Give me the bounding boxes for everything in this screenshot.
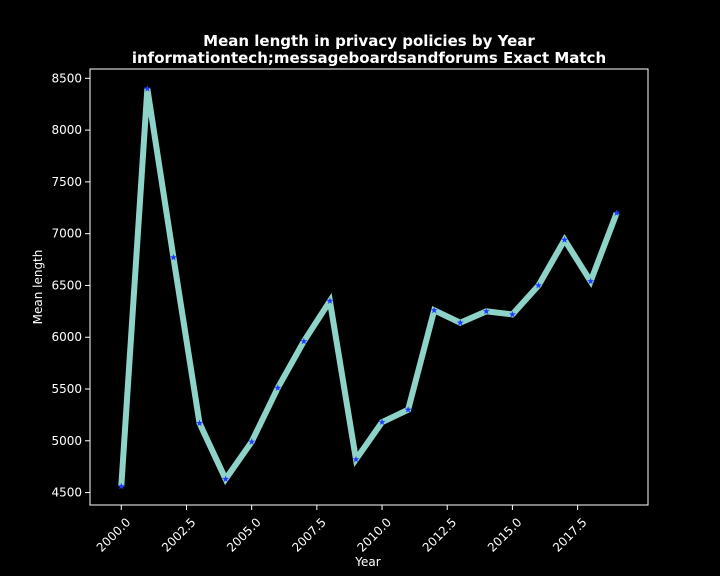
data-point-star <box>430 306 438 314</box>
data-point-star <box>143 85 151 92</box>
y-tick-label: 7000 <box>51 227 82 241</box>
data-point-star <box>300 337 308 345</box>
plot-frame <box>89 68 649 506</box>
data-point-star <box>535 281 542 289</box>
data-point-star <box>326 297 334 304</box>
data-point-star <box>274 384 282 391</box>
y-tick-label: 8000 <box>51 123 82 137</box>
data-point-star <box>378 418 386 426</box>
data-point-star <box>482 307 490 315</box>
data-point-star <box>508 310 516 318</box>
series-line <box>118 88 620 487</box>
data-point-star <box>561 236 568 243</box>
y-tick-label: 5500 <box>51 382 82 396</box>
x-axis-label: Year <box>354 555 380 569</box>
y-tick-label: 6500 <box>51 278 82 292</box>
data-point-star <box>196 419 203 427</box>
data-point-star <box>248 438 256 445</box>
y-tick-label: 6000 <box>51 330 82 344</box>
y-tick-label: 7500 <box>51 175 82 189</box>
y-tick-label: 8500 <box>51 71 82 85</box>
y-axis-label: Mean length <box>31 250 45 325</box>
data-point-star <box>117 482 125 490</box>
data-point-star <box>456 319 464 326</box>
data-point-star <box>170 253 177 261</box>
data-point-star <box>613 209 621 216</box>
y-tick-label: 5000 <box>51 434 82 448</box>
data-point-star <box>404 406 412 413</box>
chart-title-line2: informationtech;messageboardsandforums E… <box>132 49 606 67</box>
y-tick-label: 4500 <box>51 486 82 500</box>
data-point-star <box>352 455 360 463</box>
chart-title-line1: Mean length in privacy policies by Year <box>203 32 535 50</box>
series-group <box>117 85 621 490</box>
data-point-star <box>222 475 230 483</box>
data-point-star <box>587 277 595 285</box>
y-axis: 4500 5000 5500 6000 6500 7000 7500 8000 8500 <box>51 71 90 500</box>
